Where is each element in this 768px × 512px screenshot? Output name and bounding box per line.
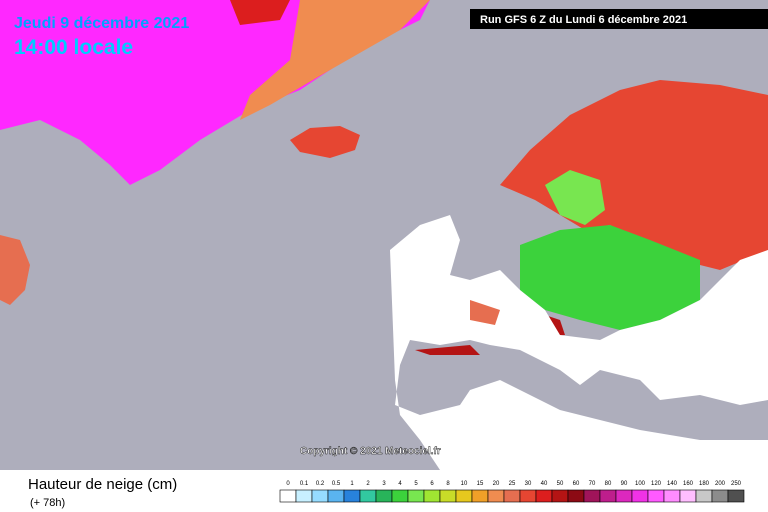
legend-swatch (679, 489, 697, 503)
legend-label: 60 (573, 481, 580, 487)
legend-label: 180 (699, 481, 710, 487)
legend-label: 10 (461, 481, 468, 487)
legend-label: 5 (414, 481, 418, 487)
legend-swatch (471, 489, 489, 503)
legend-label: 2 (366, 481, 370, 487)
legend-label: 0 (286, 481, 290, 487)
legend-label: 250 (731, 481, 742, 487)
sweden-south (545, 170, 605, 225)
legend-swatch (631, 489, 649, 503)
legend-swatch (583, 489, 601, 503)
greenland-coast (240, 0, 430, 120)
date: Jeudi 9 décembre 2021 (14, 15, 189, 32)
legend-label: 3 (382, 481, 386, 487)
legend-label: 50 (557, 481, 564, 487)
legend-label: 8 (446, 481, 450, 487)
legend-swatch (663, 489, 681, 503)
legend-label: 80 (605, 481, 612, 487)
legend-label: 0.1 (300, 481, 309, 487)
legend: 0 0.1 0.2 0.5 1 2 3 4 5 6 8 10 15 20 25 30 40 50 60 70 80 90 1… (279, 481, 745, 503)
legend-label: 100 (635, 481, 646, 487)
greenland-red (230, 0, 290, 25)
legend-swatch (519, 489, 537, 503)
legend-swatch (343, 489, 361, 503)
legend-swatch (615, 489, 633, 503)
legend-swatch (711, 489, 729, 503)
pyrenees (415, 345, 480, 355)
legend-label: 140 (667, 481, 678, 487)
run-info: Run GFS 6 Z du Lundi 6 décembre 2021 (480, 14, 687, 26)
legend-label: 160 (683, 481, 694, 487)
legend-swatch (359, 489, 377, 503)
legend-label: 0.2 (316, 481, 325, 487)
legend-swatch (551, 489, 569, 503)
land (390, 215, 768, 470)
canada (0, 235, 30, 305)
legend-swatch (503, 489, 521, 503)
legend-label: 120 (651, 481, 662, 487)
legend-swatch (327, 489, 345, 503)
legend-label: 1 (350, 481, 354, 487)
legend-label: 6 (430, 481, 434, 487)
legend-swatch (407, 489, 425, 503)
legend-swatch (311, 489, 329, 503)
legend-label: 4 (398, 481, 402, 487)
lead-time: (+ 78h) (30, 497, 65, 509)
time: 14:00 locale (14, 36, 133, 59)
legend-title: Hauteur de neige (cm) (28, 476, 177, 493)
legend-label: 25 (509, 481, 516, 487)
legend-label: 30 (525, 481, 532, 487)
copyright: Copyright © 2021 Meteociel.fr (300, 446, 441, 457)
run-banner (470, 9, 768, 29)
legend-label: 20 (493, 481, 500, 487)
legend-swatch (423, 489, 441, 503)
legend-label: 90 (621, 481, 628, 487)
legend-swatch (439, 489, 457, 503)
iceland (290, 126, 360, 158)
legend-swatch (295, 489, 313, 503)
legend-swatch (647, 489, 665, 503)
legend-label: 70 (589, 481, 596, 487)
legend-label: 15 (477, 481, 484, 487)
north-europe (500, 80, 768, 270)
legend-swatch (279, 489, 297, 503)
legend-swatch (695, 489, 713, 503)
central-europe (520, 225, 700, 330)
legend-swatch (567, 489, 585, 503)
legend-swatch (455, 489, 473, 503)
legend-swatch (727, 489, 745, 503)
legend-label: 0.5 (332, 481, 341, 487)
legend-label: 200 (715, 481, 726, 487)
legend-swatch (535, 489, 553, 503)
legend-swatch (599, 489, 617, 503)
legend-swatch (487, 489, 505, 503)
legend-label: 40 (541, 481, 548, 487)
legend-swatch (375, 489, 393, 503)
legend-swatch (391, 489, 409, 503)
massif (470, 300, 500, 325)
